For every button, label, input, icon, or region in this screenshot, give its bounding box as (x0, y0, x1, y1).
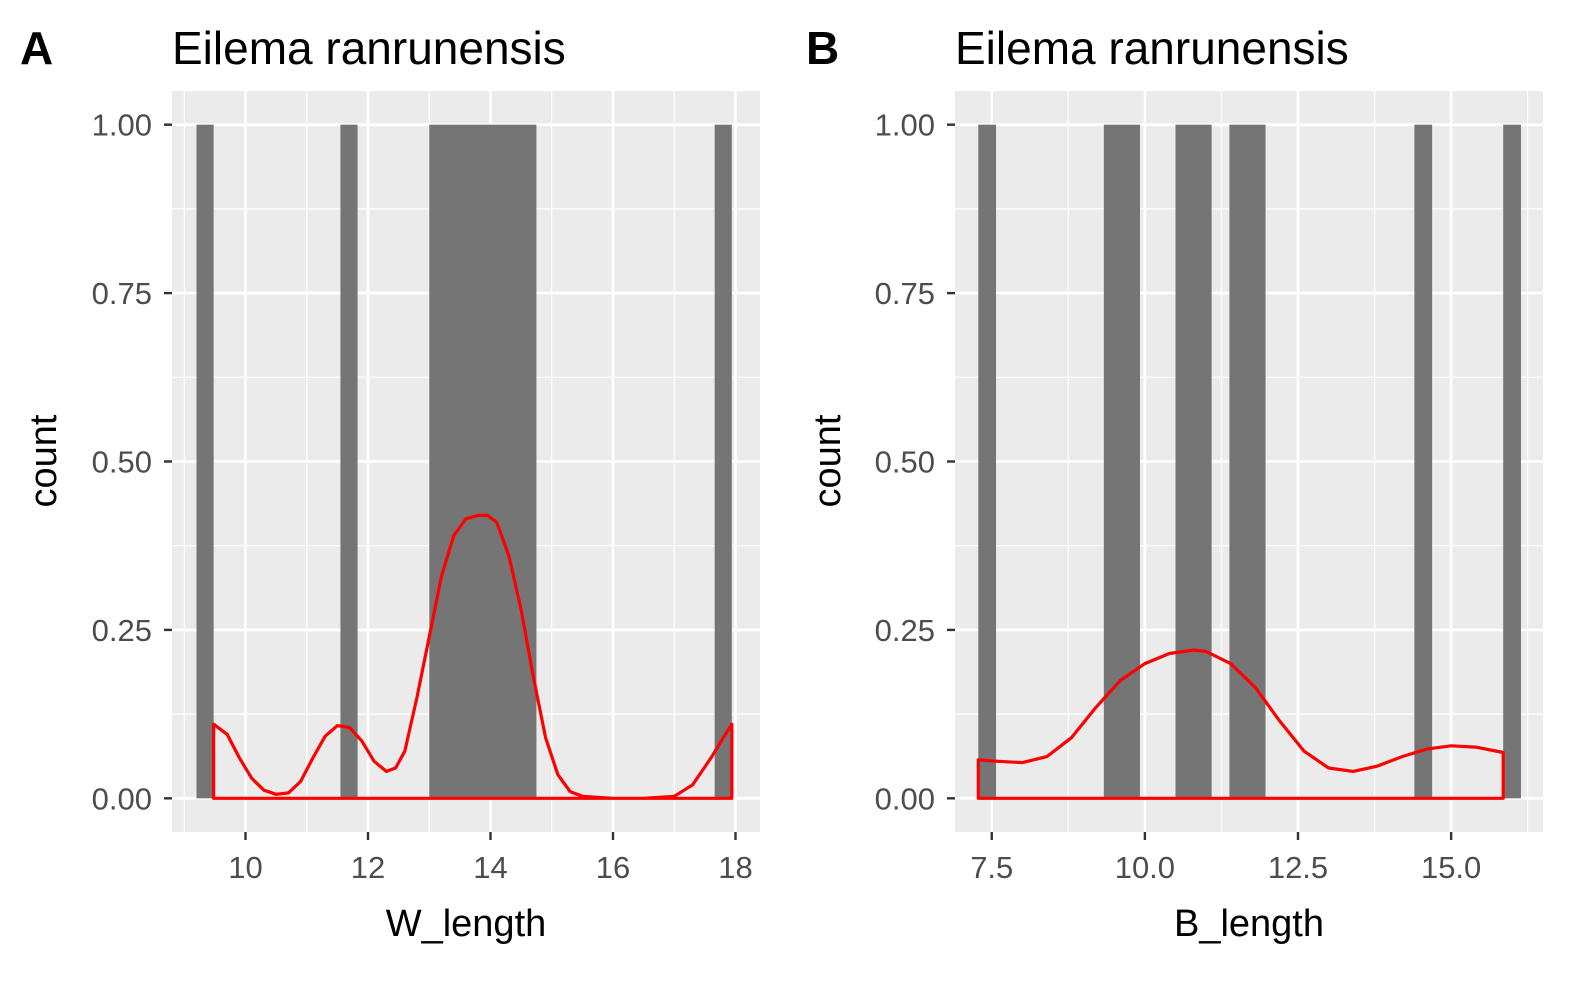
bar-a-1 (340, 124, 358, 799)
panel-a-title: Eilema ranrunensis (172, 22, 566, 74)
ticks-b: 7.5 10.0 12.5 15.0 0.00 0.25 0.50 0.75 1.00 (875, 108, 1482, 885)
x-tick-label-a-4: 18 (718, 850, 752, 885)
y-axis-title-b: count (807, 414, 849, 507)
ticks-a: 10 12 14 16 18 0.00 0.25 0.50 0.75 1.00 (92, 108, 753, 885)
y-tick-label-a-0: 0.00 (92, 781, 152, 816)
bar-a-2 (429, 124, 537, 799)
bars-a (196, 124, 732, 799)
x-tick-label-b-2: 12.5 (1268, 850, 1328, 885)
bar-b-3 (1229, 124, 1266, 799)
bar-b-1 (1103, 124, 1140, 799)
bar-a-0 (196, 124, 214, 799)
x-tick-label-a-3: 16 (596, 850, 630, 885)
y-axis-title-a: count (23, 414, 65, 507)
x-tick-label-a-1: 12 (351, 850, 385, 885)
x-axis-title-b: B_length (1174, 903, 1324, 945)
y-tick-label-b-3: 0.75 (875, 276, 935, 311)
bar-b-4 (1414, 124, 1433, 799)
bar-a-3 (714, 124, 732, 799)
bar-b-0 (978, 124, 997, 799)
y-tick-label-a-1: 0.25 (92, 613, 152, 648)
x-tick-label-a-2: 14 (473, 850, 507, 885)
panel-letter-b: B (806, 22, 839, 74)
y-tick-label-b-4: 1.00 (875, 108, 935, 143)
y-tick-label-a-3: 0.75 (92, 276, 152, 311)
panel-a: A Eilema ranrunensis 10 12 14 16 18 0.00 0.25 0… (20, 22, 760, 945)
bars-b (978, 124, 1521, 799)
x-tick-label-b-1: 10.0 (1115, 850, 1175, 885)
y-tick-label-b-0: 0.00 (875, 781, 935, 816)
y-tick-label-a-4: 1.00 (92, 108, 152, 143)
panel-b-title: Eilema ranrunensis (955, 22, 1349, 74)
density-curve-b (976, 648, 1505, 800)
y-tick-label-b-2: 0.50 (875, 445, 935, 480)
x-axis-title-a: W_length (386, 903, 547, 945)
panel-letter-a: A (20, 22, 53, 74)
bar-b-5 (1503, 124, 1521, 799)
y-tick-label-a-2: 0.50 (92, 445, 152, 480)
x-tick-label-b-3: 15.0 (1421, 850, 1481, 885)
panel-b: B Eilema ranrunensis 7.5 10.0 12.5 15.0 0.00… (806, 22, 1543, 945)
x-tick-label-a-0: 10 (228, 850, 262, 885)
x-tick-label-b-0: 7.5 (970, 850, 1013, 885)
density-curve-a (212, 513, 734, 800)
y-tick-label-b-1: 0.25 (875, 613, 935, 648)
bar-b-2 (1175, 124, 1212, 799)
